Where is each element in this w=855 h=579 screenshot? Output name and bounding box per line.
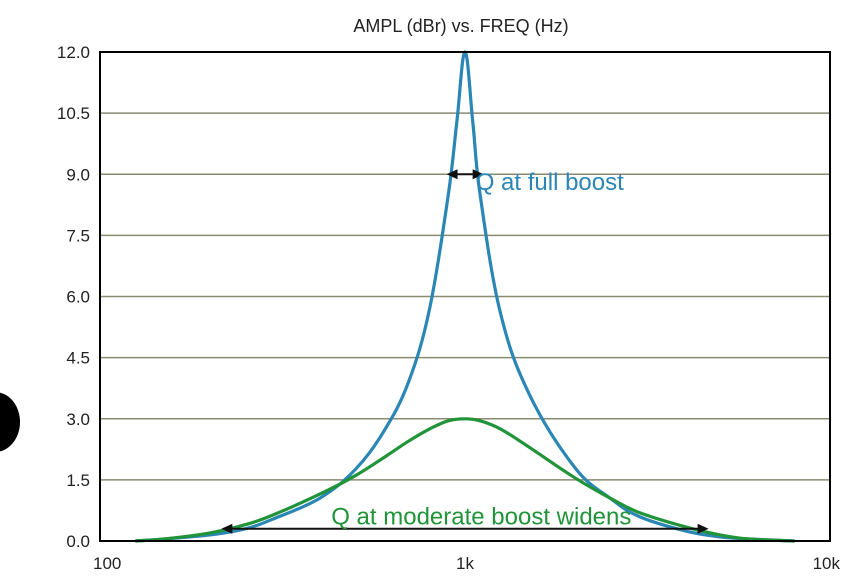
arrowhead-right-icon — [472, 169, 484, 180]
chart-title: AMPL (dBr) vs. FREQ (Hz) — [353, 16, 568, 36]
y-tick-label: 1.5 — [66, 471, 90, 490]
y-tick-label: 7.5 — [66, 226, 90, 245]
y-tick-label: 10.5 — [57, 104, 90, 123]
series-layer — [135, 50, 795, 543]
y-tick-label: 0.0 — [66, 532, 90, 551]
y-tick-label: 9.0 — [66, 165, 90, 184]
annotation-label: Q at full boost — [476, 169, 624, 196]
grid-layer — [100, 112, 830, 481]
x-tick-label: 1k — [456, 554, 474, 573]
x-tick-label: 100 — [93, 554, 121, 573]
arrowhead-left-icon — [221, 523, 233, 534]
series-1-line — [135, 50, 795, 543]
arrowhead-left-icon — [446, 169, 458, 180]
annotation-layer: Q at full boost Q at moderate boost widen… — [221, 169, 709, 534]
axis-layer: 0.0 1.5 3.0 4.5 6.0 7.5 9.0 10.5 12.0 100 1k 10k — [57, 43, 841, 573]
x-tick-label: 10k — [813, 554, 841, 573]
left-edge-circle — [0, 392, 20, 452]
y-tick-label: 6.0 — [66, 288, 90, 307]
y-tick-label: 4.5 — [66, 349, 90, 368]
plot-frame — [99, 51, 831, 542]
y-tick-label: 3.0 — [66, 410, 90, 429]
y-tick-label: 12.0 — [57, 43, 90, 62]
series-2-line — [135, 417, 795, 543]
annotation-label: Q at moderate boost widens — [331, 503, 631, 530]
arrowhead-right-icon — [697, 523, 709, 534]
